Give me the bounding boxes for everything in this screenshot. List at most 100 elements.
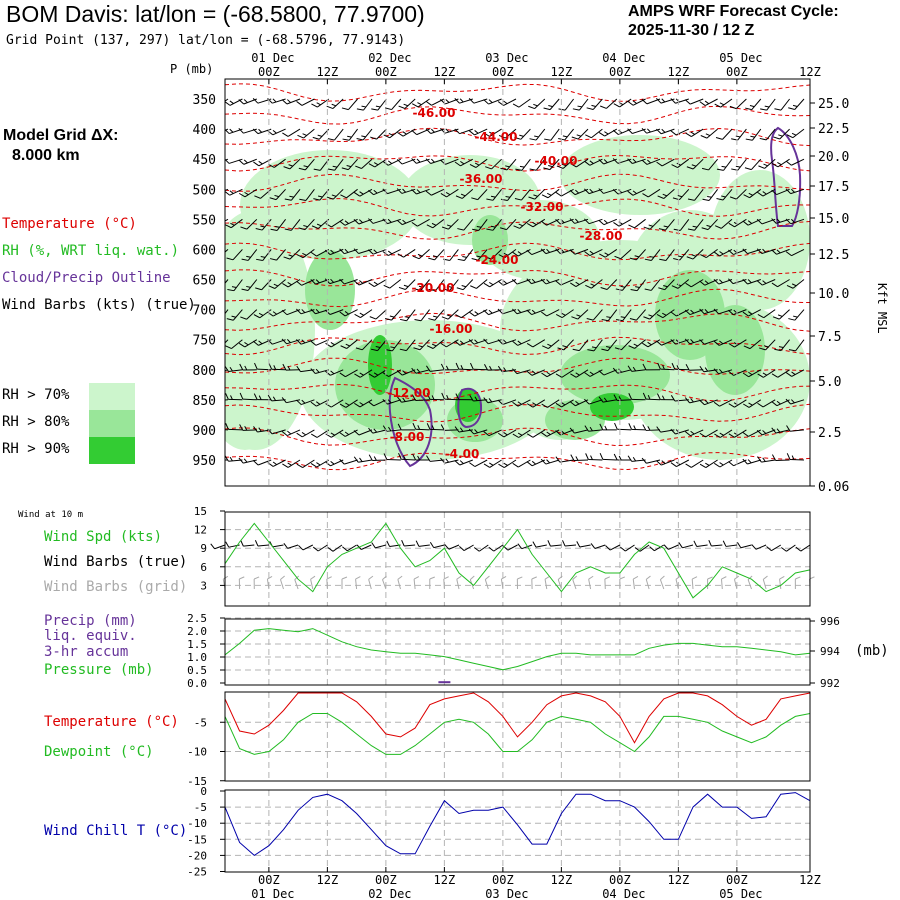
wind-barb	[685, 364, 704, 371]
wind-barb	[541, 399, 560, 408]
wind-barb	[238, 188, 258, 198]
rh70-area	[240, 150, 420, 260]
pressure-tick-label: 650	[193, 274, 216, 289]
right-tick-label: 992	[820, 677, 840, 690]
rh70-swatch	[89, 383, 135, 410]
wind-barb	[310, 248, 330, 257]
wind-barb	[598, 128, 618, 137]
wind-barb	[353, 429, 373, 436]
wind-barb	[457, 249, 474, 262]
pressure-tick-label: 800	[193, 364, 216, 379]
wind-barb	[238, 339, 258, 348]
temperature-contour-line	[225, 427, 810, 447]
right-tick-label: 994	[820, 645, 840, 658]
wind-barb	[627, 188, 646, 196]
wind-barb	[526, 369, 545, 376]
wind-barb	[226, 309, 243, 321]
wind-barb	[454, 158, 474, 167]
wind-barb-10m	[473, 544, 489, 552]
wind-barb	[368, 454, 387, 462]
wind-barb	[598, 218, 617, 226]
legend-wind-chill: Wind Chill T (°C)	[44, 823, 188, 839]
wind-barb	[699, 339, 718, 345]
wind-barb	[543, 158, 560, 171]
wind-barb	[414, 279, 430, 291]
cloud-outline-contour	[770, 126, 802, 227]
wind-barb	[757, 369, 776, 378]
wind-barb-grid	[238, 576, 245, 590]
wind-barb-10m	[766, 544, 782, 552]
bottom-hour-label: 00Z	[609, 873, 631, 887]
wind-barb	[455, 362, 473, 371]
wind-barb	[327, 158, 344, 171]
wind-barb	[759, 339, 776, 351]
wind-barb	[656, 459, 675, 466]
wind-barb	[684, 429, 704, 437]
wind-barb	[397, 248, 416, 258]
wind-barb	[356, 128, 373, 141]
wind-barb	[760, 98, 776, 111]
height-tick-label: 12.5	[818, 248, 849, 263]
top-date-label: 05 Dec	[719, 51, 762, 65]
wind-barb	[411, 394, 430, 402]
wind-barb	[469, 459, 488, 467]
left-tick-label: -10	[187, 746, 207, 759]
wind-barb	[742, 278, 761, 285]
wind-barb	[500, 158, 517, 171]
height-axis-title: Kft MSL	[875, 283, 889, 334]
wind-barb	[399, 309, 416, 322]
wind-barb	[756, 279, 776, 286]
wind-barb	[686, 158, 704, 170]
wind-barb	[425, 98, 445, 106]
wind-barb	[642, 424, 661, 431]
wind-barb	[629, 249, 646, 261]
height-tick-label: 25.0	[818, 97, 849, 112]
wind-barb	[686, 249, 704, 260]
temperature-contour-line	[225, 288, 810, 308]
height-tick-label: 15.0	[818, 212, 849, 227]
wind-barb	[241, 249, 258, 261]
wind-barb	[644, 249, 661, 261]
wind-barb	[396, 188, 416, 194]
wind-barb	[339, 309, 358, 317]
wind-barb	[756, 429, 776, 436]
wind-barb	[615, 279, 632, 291]
left-tick-label: -15	[187, 775, 207, 788]
left-tick-label: 15	[194, 505, 207, 518]
left-tick-label: -20	[187, 849, 207, 862]
wind-barb	[298, 218, 315, 231]
wind-barb	[772, 309, 790, 320]
wind-barb-grid	[557, 575, 563, 590]
wind-barb-10m	[576, 541, 591, 548]
top-hour-label: 00Z	[258, 65, 280, 79]
wind-barb-grid	[645, 575, 651, 590]
wind-barb	[771, 369, 790, 378]
wind-barb	[570, 454, 589, 462]
rh90-area	[590, 393, 634, 421]
wind-barb	[656, 309, 675, 319]
wind-barb	[486, 218, 502, 231]
wind-barb-grid	[747, 575, 753, 590]
wind-barb	[298, 158, 315, 171]
wind-barb	[542, 339, 560, 350]
wind-barb	[584, 425, 603, 432]
bottom-hour-label: 00Z	[492, 873, 514, 887]
wind-barb-grid	[691, 576, 698, 590]
wind-barb	[483, 98, 502, 105]
wind-barb	[428, 279, 445, 292]
wind-barb	[296, 429, 315, 438]
temperature-contour-line	[225, 452, 810, 471]
wind-barb	[238, 457, 257, 464]
top-time-axis: 00Z 12Z 00Z 12Z 00Z 12Z 00Z 12Z 00Z 12Z 01 Dec 02 D…	[251, 51, 821, 84]
temperature-label: -32.00	[521, 200, 564, 214]
wind-barb-grid	[382, 575, 387, 590]
top-date-label: 01 Dec	[251, 51, 294, 65]
wind-barb	[699, 459, 718, 469]
wind-barb	[440, 339, 459, 348]
wind-barb	[340, 339, 358, 349]
wind-barb	[469, 394, 488, 402]
wind-barb	[255, 218, 272, 231]
wind-barb	[398, 98, 416, 109]
temperature-label: -36.00	[460, 172, 503, 186]
wind-barb	[296, 459, 315, 469]
